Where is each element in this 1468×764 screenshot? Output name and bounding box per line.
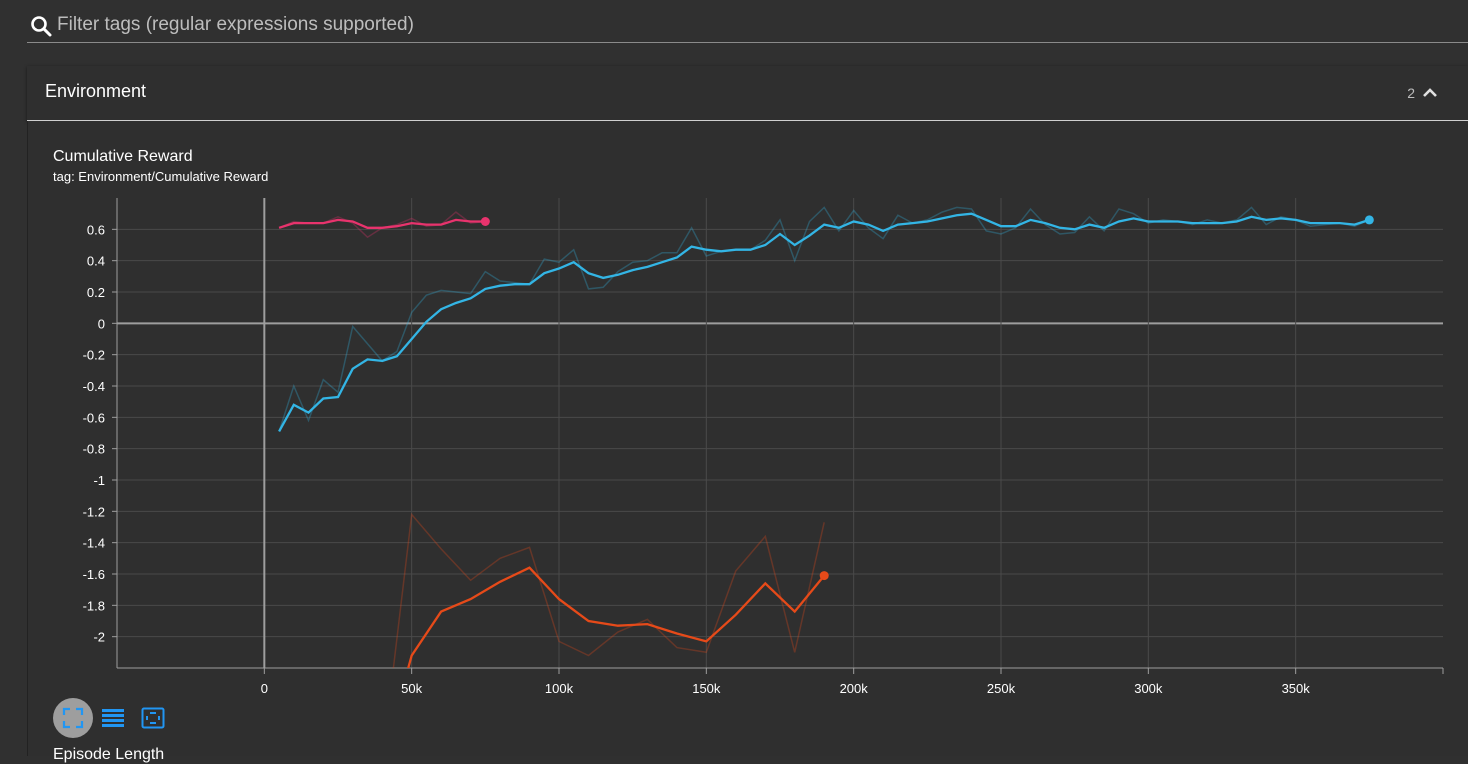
next-chart-title: Episode Length — [53, 746, 165, 763]
search-icon — [31, 16, 52, 37]
x-tick-label: 300k — [1134, 681, 1163, 696]
y-tick-label: 0.2 — [87, 285, 105, 300]
y-tick-label: -2 — [93, 630, 105, 645]
y-tick-label: -1.6 — [83, 567, 105, 582]
cumulative-reward-chart[interactable]: 0.6 0.4 0.2 0 -0.2 -0.4 -0.6 -0.8 -1 -1.2 -1.4 -1.6… — [28, 121, 1468, 696]
series-3-smoothed-line — [407, 566, 826, 668]
x-tick-label: 250k — [987, 681, 1016, 696]
chart-tag: tag: Environment/Cumulative Reward — [53, 169, 269, 184]
y-tick-label: -0.8 — [83, 442, 105, 457]
series-3-end-point — [819, 571, 829, 581]
filter-bar — [27, 8, 1468, 43]
series-3-raw-line — [392, 512, 825, 668]
x-tick-label: 50k — [401, 681, 422, 696]
y-tick-label: -1.2 — [83, 504, 105, 519]
y-tick-label: 0 — [98, 316, 105, 331]
data-table-button[interactable] — [93, 698, 133, 738]
series-1-raw-line — [278, 211, 486, 239]
y-tick-label: 0.6 — [87, 222, 105, 237]
section-tag-count: 2 — [1407, 85, 1415, 101]
y-tick-label: -0.4 — [83, 379, 105, 394]
series-2-smoothed-line — [278, 212, 1370, 432]
section-header-environment[interactable]: Environment 2 — [27, 66, 1468, 121]
series-2-end-point — [1364, 215, 1374, 225]
y-tick-label: -0.2 — [83, 348, 105, 363]
x-tick-label: 350k — [1282, 681, 1311, 696]
x-tick-label: 150k — [692, 681, 721, 696]
chart-title: Cumulative Reward — [53, 148, 193, 165]
fit-domain-icon — [141, 707, 165, 729]
chevron-up-icon[interactable] — [1420, 83, 1440, 103]
fullscreen-button[interactable] — [53, 698, 93, 738]
chart-card: Cumulative Reward tag: Environment/Cumul… — [27, 121, 1468, 763]
fullscreen-icon — [62, 707, 84, 729]
x-tick-label: 100k — [545, 681, 574, 696]
y-tick-label: -1.4 — [83, 536, 105, 551]
series-2-raw-line — [278, 206, 1370, 432]
filter-tags-input[interactable] — [57, 12, 1437, 38]
y-tick-label: -0.6 — [83, 410, 105, 425]
y-tick-label: 0.4 — [87, 254, 105, 269]
x-tick-label: 0 — [261, 681, 268, 696]
data-table-icon — [102, 709, 124, 727]
fit-domain-button[interactable] — [133, 698, 173, 738]
section-title: Environment — [45, 81, 147, 101]
series-1-end-point — [480, 217, 490, 226]
x-tick-label: 200k — [840, 681, 869, 696]
y-tick-label: -1 — [93, 473, 105, 488]
series-1-smoothed-line — [278, 218, 486, 229]
y-tick-label: -1.8 — [83, 598, 105, 613]
